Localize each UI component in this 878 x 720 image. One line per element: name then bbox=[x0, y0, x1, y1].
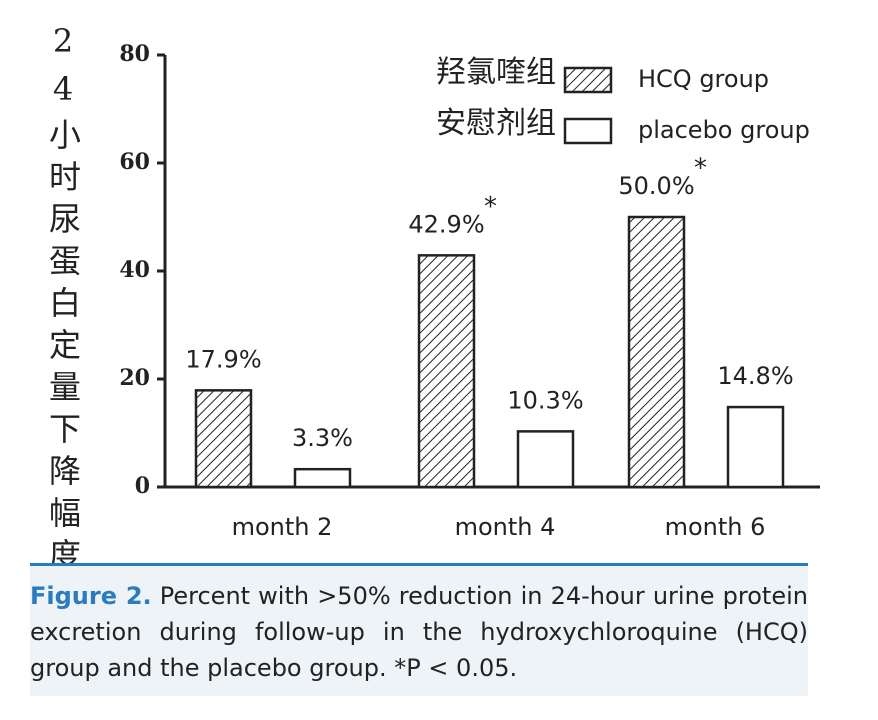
bar bbox=[627, 215, 686, 489]
y-tick-label: 40 bbox=[119, 257, 150, 283]
caption-text: Percent with >50% reduction in 24-hour u… bbox=[30, 582, 808, 682]
x-tick-label: month 4 bbox=[455, 513, 556, 541]
value-label: 42.9% bbox=[408, 210, 484, 238]
y-tick-label: 0 bbox=[135, 473, 150, 499]
legend-swatch bbox=[563, 66, 613, 94]
y-tick-label: 80 bbox=[119, 41, 150, 67]
bar bbox=[726, 405, 785, 489]
bar bbox=[194, 389, 253, 489]
y-tick-label: 60 bbox=[119, 149, 150, 175]
significance-mark: * bbox=[694, 154, 707, 184]
legend-label-cn: 羟氯喹组 bbox=[436, 55, 556, 90]
bar bbox=[417, 254, 476, 489]
bar bbox=[293, 467, 352, 489]
value-label: 50.0% bbox=[618, 172, 694, 200]
value-label: 10.3% bbox=[507, 386, 583, 414]
value-label: 17.9% bbox=[185, 345, 261, 373]
caption: Figure 2. Percent with >50% reduction in… bbox=[30, 563, 808, 696]
y-axis-label: 24小时尿蛋白定量下降幅度 bbox=[44, 22, 82, 580]
caption-label: Figure 2. bbox=[30, 582, 152, 610]
value-label: 3.3% bbox=[292, 424, 353, 452]
legend-label: HCQ group bbox=[638, 65, 769, 93]
legend-label: placebo group bbox=[638, 116, 810, 144]
value-label: 14.8% bbox=[717, 362, 793, 390]
y-tick-label: 20 bbox=[119, 365, 150, 391]
bar bbox=[516, 430, 575, 489]
legend-swatch bbox=[563, 117, 613, 145]
x-tick-label: month 2 bbox=[232, 513, 333, 541]
x-tick-label: month 6 bbox=[665, 513, 766, 541]
legend-label-cn: 安慰剂组 bbox=[436, 106, 556, 141]
significance-mark: * bbox=[484, 192, 497, 222]
